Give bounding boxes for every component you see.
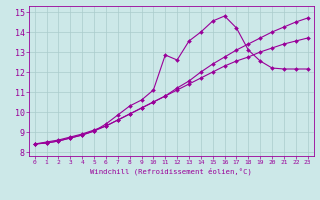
X-axis label: Windchill (Refroidissement éolien,°C): Windchill (Refroidissement éolien,°C): [90, 168, 252, 175]
